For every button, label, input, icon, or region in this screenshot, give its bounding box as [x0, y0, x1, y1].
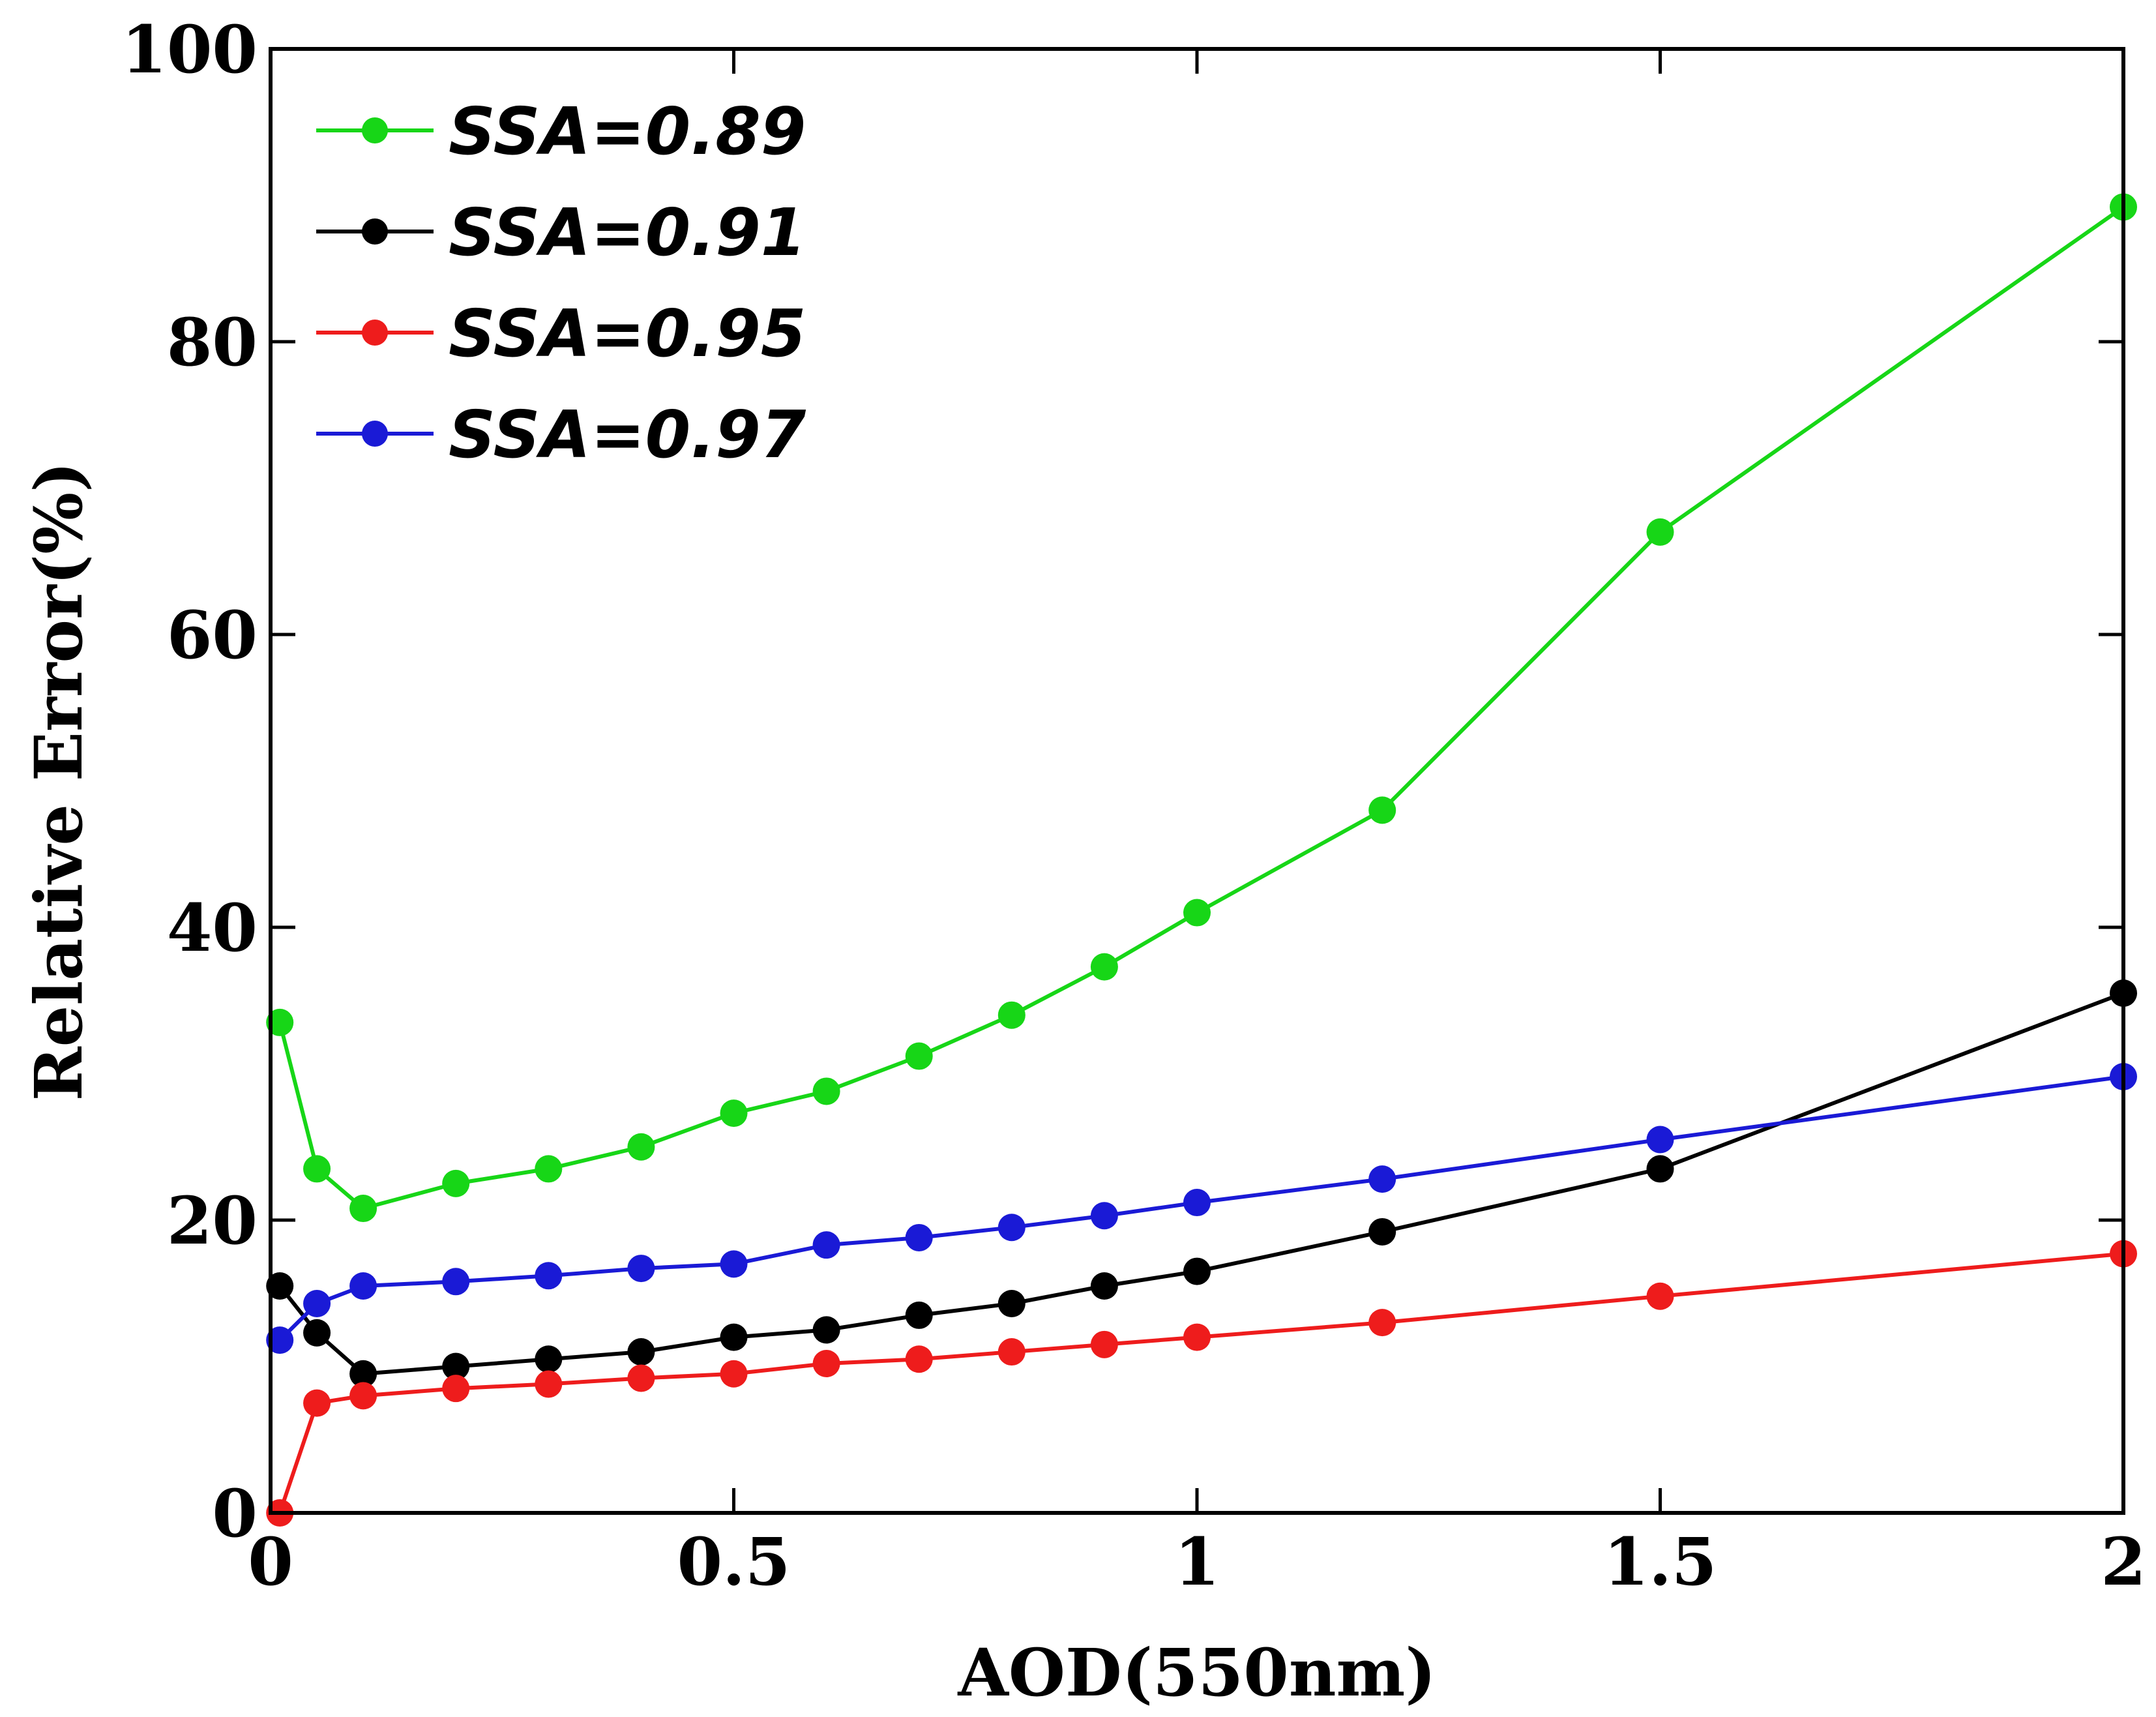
- data-point: [812, 1231, 840, 1259]
- data-point: [720, 1323, 748, 1351]
- data-point: [1646, 1155, 1674, 1183]
- data-point: [627, 1133, 655, 1161]
- data-point: [349, 1382, 377, 1410]
- data-point: [1368, 1309, 1396, 1337]
- data-point: [349, 1360, 377, 1388]
- y-tick-label: 80: [167, 304, 258, 381]
- data-point: [1090, 1202, 1118, 1230]
- data-point: [266, 1272, 294, 1300]
- data-point: [535, 1370, 563, 1398]
- data-point: [1090, 1330, 1118, 1358]
- legend-marker: [362, 117, 388, 143]
- data-point: [1183, 1323, 1211, 1351]
- x-tick-label: 2: [2101, 1523, 2146, 1600]
- data-point: [812, 1077, 840, 1105]
- data-point: [535, 1262, 563, 1290]
- data-point: [627, 1255, 655, 1283]
- legend: SSA=0.89 SSA=0.91 SSA=0.95 SSA=0.97: [316, 93, 806, 473]
- x-tick-label: 0: [248, 1523, 293, 1600]
- data-point: [303, 1289, 331, 1317]
- x-tick-label: 1.5: [1604, 1523, 1717, 1600]
- x-tick-label: 0.5: [677, 1523, 791, 1600]
- data-point: [905, 1223, 933, 1251]
- data-point: [997, 1001, 1026, 1029]
- data-point: [627, 1338, 655, 1366]
- data-point: [720, 1099, 748, 1127]
- data-point: [349, 1195, 377, 1223]
- y-tick-label: 0: [212, 1475, 258, 1552]
- data-point: [720, 1360, 748, 1388]
- data-point: [812, 1350, 840, 1378]
- legend-marker: [362, 320, 388, 346]
- data-point: [349, 1272, 377, 1300]
- data-point: [1646, 518, 1674, 546]
- data-point: [1183, 899, 1211, 927]
- x-axis-title: AOD(550nm): [957, 1634, 1436, 1711]
- data-point: [1646, 1126, 1674, 1154]
- series-SSA=0.97: [266, 1062, 2137, 1354]
- y-tick-label: 40: [167, 889, 258, 966]
- data-point: [1646, 1282, 1674, 1310]
- legend-label: SSA=0.91: [449, 194, 806, 271]
- data-point: [997, 1289, 1026, 1317]
- data-point: [627, 1364, 655, 1392]
- data-point: [535, 1155, 563, 1183]
- x-tick-label: 1: [1174, 1523, 1220, 1600]
- data-point: [535, 1345, 563, 1373]
- data-point: [997, 1338, 1026, 1366]
- legend-entry: SSA=0.95: [316, 295, 806, 372]
- legend-marker: [362, 421, 388, 447]
- y-tick-label: 60: [167, 597, 258, 674]
- data-point: [905, 1345, 933, 1373]
- y-axis-title: Relative Error(%): [20, 462, 97, 1101]
- series-SSA=0.89: [266, 193, 2137, 1223]
- data-point: [266, 1326, 294, 1354]
- data-point: [1183, 1189, 1211, 1217]
- data-point: [442, 1352, 470, 1381]
- legend-entry: SSA=0.89: [316, 93, 806, 170]
- data-point: [1368, 1165, 1396, 1193]
- data-point: [303, 1389, 331, 1417]
- data-point: [997, 1214, 1026, 1242]
- data-point: [905, 1042, 933, 1070]
- y-tick-label: 100: [121, 11, 258, 88]
- data-point: [1368, 1217, 1396, 1246]
- data-point: [303, 1319, 331, 1347]
- legend-label: SSA=0.97: [449, 396, 806, 473]
- data-point: [905, 1301, 933, 1329]
- data-point: [442, 1375, 470, 1403]
- plot-series: [266, 193, 2137, 1527]
- data-point: [1183, 1257, 1211, 1285]
- data-point: [1090, 953, 1118, 981]
- legend-label: SSA=0.89: [449, 93, 806, 170]
- data-point: [442, 1169, 470, 1197]
- plot-frame: [269, 47, 2125, 1515]
- y-tick-label: 20: [167, 1182, 258, 1259]
- legend-entry: SSA=0.97: [316, 396, 806, 473]
- data-point: [442, 1268, 470, 1296]
- legend-marker: [362, 218, 388, 245]
- data-point: [720, 1250, 748, 1278]
- data-point: [303, 1155, 331, 1183]
- legend-entry: SSA=0.91: [316, 194, 806, 271]
- legend-label: SSA=0.95: [449, 295, 806, 372]
- data-point: [1090, 1272, 1118, 1300]
- data-point: [266, 1008, 294, 1036]
- data-point: [1368, 796, 1396, 824]
- data-point: [812, 1316, 840, 1344]
- series-SSA=0.91: [266, 979, 2137, 1388]
